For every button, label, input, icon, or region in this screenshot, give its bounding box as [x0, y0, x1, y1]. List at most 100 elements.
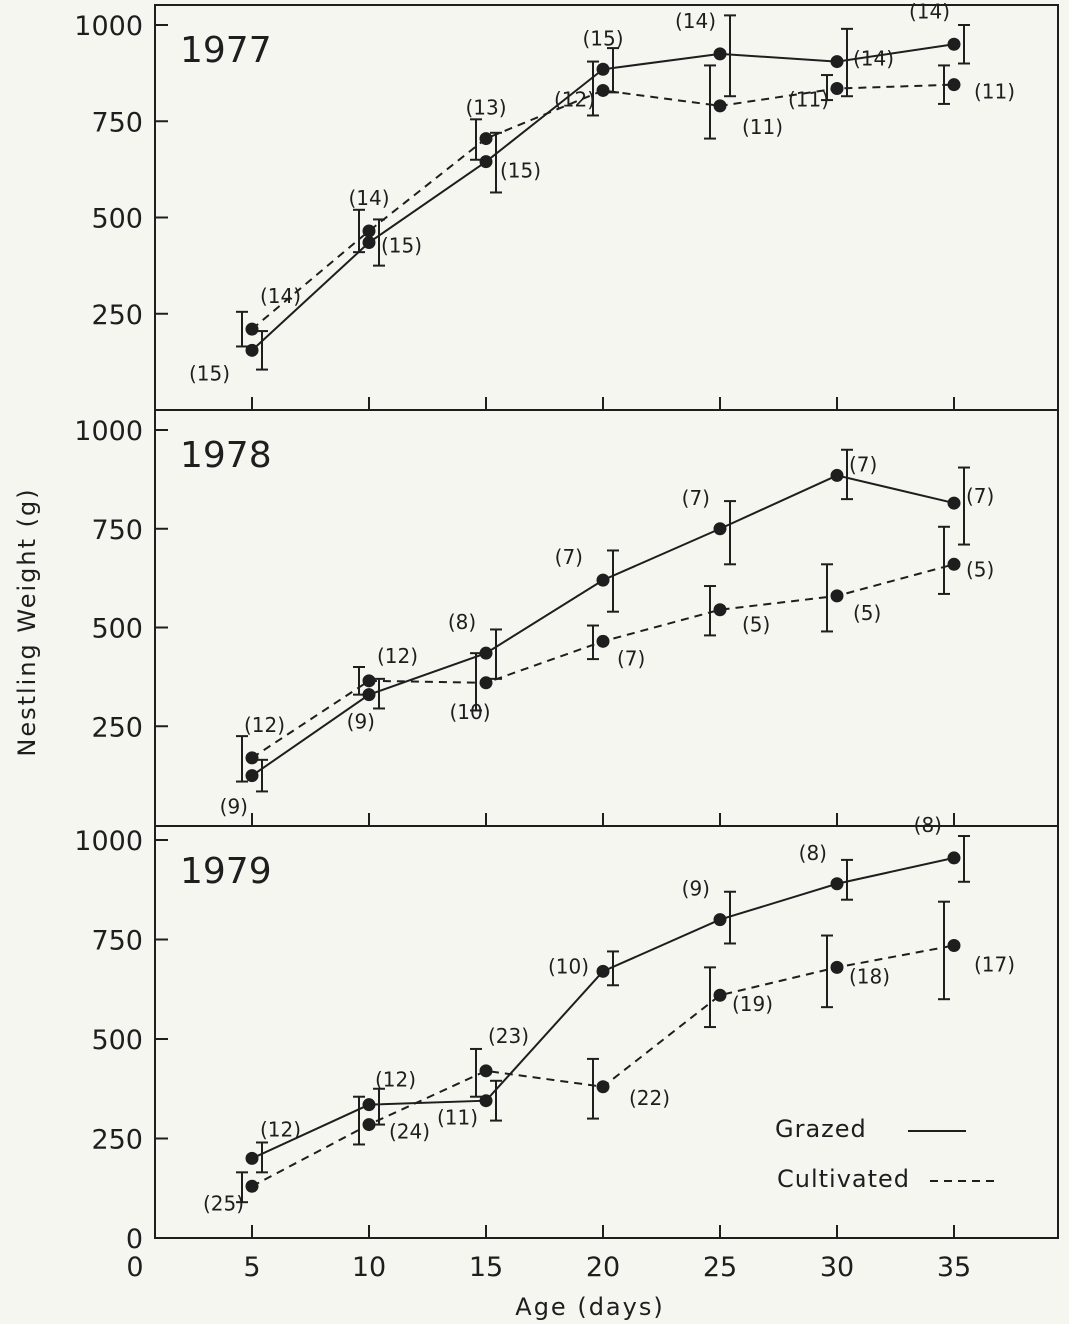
data-point-grazed: [245, 769, 259, 783]
x-tick-label: 35: [937, 1252, 971, 1283]
data-point-grazed: [596, 573, 610, 587]
sample-size-label: (5): [742, 613, 770, 637]
x-tick-label: 0: [126, 1252, 143, 1283]
panel-1978: 1978 250 500 750 1000 (9) (9) (8) (7) (7) (7) (7) (1…: [74, 409, 1059, 827]
legend-label-cultivated: Cultivated: [777, 1165, 910, 1193]
panel-frame: [154, 409, 1059, 827]
sample-size-label: (5): [966, 557, 994, 581]
data-point-grazed: [479, 1094, 493, 1108]
data-point-cultivated: [830, 960, 844, 974]
sample-size-label: (14): [260, 284, 301, 308]
data-point-cultivated: [713, 603, 727, 617]
y-tick-label: 250: [91, 300, 143, 331]
data-point-cultivated: [245, 751, 259, 765]
panel-year-label: 1977: [180, 30, 272, 71]
sample-size-label: (7): [555, 545, 583, 569]
sample-size-label: (12): [377, 644, 418, 668]
sample-size-label: (15): [582, 26, 623, 50]
data-point-cultivated: [362, 224, 376, 238]
x-tick-label: 15: [469, 1252, 503, 1283]
data-point-grazed: [830, 55, 844, 69]
sample-size-label: (12): [554, 87, 595, 111]
data-point-grazed: [947, 496, 961, 510]
data-point-cultivated: [479, 132, 493, 146]
sample-size-label: (11): [788, 88, 829, 112]
data-point-cultivated: [362, 1118, 376, 1132]
sample-size-label: (9): [347, 710, 375, 734]
data-point-grazed: [947, 851, 961, 865]
sample-size-label: (15): [500, 159, 541, 183]
y-axis-title: Nestling Weight (g): [13, 487, 41, 756]
y-tick-label: 750: [91, 107, 143, 138]
y-tick-label: 500: [91, 614, 143, 645]
data-point-cultivated: [830, 82, 844, 96]
data-point-cultivated: [245, 322, 259, 336]
sample-size-label: (18): [849, 964, 890, 988]
sample-size-label: (8): [914, 813, 942, 837]
sample-size-label: (8): [448, 610, 476, 634]
y-tick-label: 500: [91, 204, 143, 235]
data-point-cultivated: [947, 78, 961, 92]
sample-size-label: (11): [974, 80, 1015, 104]
sample-size-label: (14): [348, 186, 389, 210]
sample-size-label: (13): [465, 96, 506, 120]
data-point-cultivated: [596, 83, 610, 97]
sample-size-label: (14): [909, 0, 950, 23]
data-point-cultivated: [947, 938, 961, 952]
sample-size-label: (14): [853, 47, 894, 71]
x-tick-label: 20: [586, 1252, 620, 1283]
data-point-cultivated: [479, 676, 493, 690]
sample-size-label: (17): [974, 952, 1015, 976]
y-tick-label: 250: [91, 1125, 143, 1156]
sample-size-label: (12): [260, 1117, 301, 1141]
data-point-grazed: [362, 688, 376, 702]
sample-size-label: (8): [799, 841, 827, 865]
sample-size-label: (10): [548, 954, 589, 978]
data-point-grazed: [479, 646, 493, 660]
data-point-grazed: [245, 343, 259, 357]
data-point-grazed: [362, 1098, 376, 1112]
data-point-grazed: [947, 37, 961, 51]
data-point-grazed: [596, 62, 610, 76]
y-tick-label: 1000: [74, 826, 143, 857]
data-point-cultivated: [596, 634, 610, 648]
data-point-grazed: [245, 1151, 259, 1165]
sample-size-label: (11): [742, 115, 783, 139]
y-tick-label: 500: [91, 1025, 143, 1056]
data-point-cultivated: [362, 674, 376, 688]
y-tick-label: 0: [126, 1224, 143, 1255]
legend: Grazed Cultivated: [775, 1115, 1000, 1193]
legend-label-grazed: Grazed: [775, 1115, 867, 1143]
panel-year-label: 1978: [180, 435, 272, 476]
x-tick-label: 25: [703, 1252, 737, 1283]
y-tick-label: 750: [91, 926, 143, 957]
sample-size-label: (14): [675, 9, 716, 33]
panel-1979: 197902505007501000(12)(12)(11)(10)(9)(8)…: [74, 813, 1059, 1283]
data-point-grazed: [479, 155, 493, 169]
sample-size-label: (7): [682, 486, 710, 510]
data-point-cultivated: [713, 988, 727, 1002]
data-point-grazed: [596, 964, 610, 978]
sample-size-label: (15): [381, 234, 422, 258]
data-point-grazed: [362, 236, 376, 250]
y-tick-label: 1000: [74, 11, 143, 42]
x-tick-label: 5: [243, 1252, 260, 1283]
series-line-grazed: [251, 856, 955, 1160]
panel-year-label: 1979: [180, 851, 272, 892]
sample-size-label: (10): [449, 700, 490, 724]
x-tick-label: 10: [352, 1252, 386, 1283]
data-point-grazed: [713, 913, 727, 927]
data-point-grazed: [713, 522, 727, 536]
data-point-grazed: [830, 468, 844, 482]
y-tick-label: 750: [91, 515, 143, 546]
sample-size-label: (11): [437, 1106, 478, 1130]
sample-size-label: (12): [375, 1068, 416, 1092]
sample-size-label: (7): [849, 452, 877, 476]
data-point-cultivated: [245, 1179, 259, 1193]
sample-size-label: (5): [853, 601, 881, 625]
data-point-grazed: [713, 47, 727, 61]
data-point-grazed: [830, 877, 844, 891]
x-tick-label: 30: [820, 1252, 854, 1283]
sample-size-label: (15): [189, 361, 230, 385]
